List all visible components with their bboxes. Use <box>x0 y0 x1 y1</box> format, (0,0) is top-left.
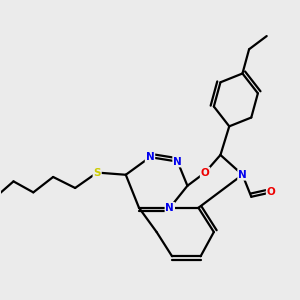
Text: N: N <box>173 157 182 166</box>
Text: S: S <box>93 168 101 178</box>
Text: O: O <box>201 168 209 178</box>
Text: O: O <box>267 188 275 197</box>
Text: N: N <box>146 152 154 162</box>
Text: N: N <box>165 203 174 213</box>
Text: N: N <box>238 170 247 180</box>
